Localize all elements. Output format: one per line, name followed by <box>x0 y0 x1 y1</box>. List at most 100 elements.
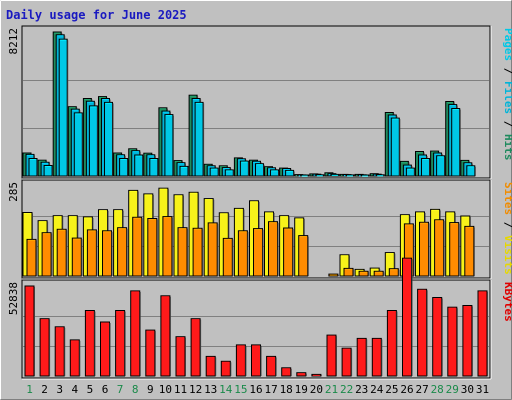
bar-kbytes-kbytes-day-4 <box>69 339 80 377</box>
bar-kbytes-kbytes-day-16 <box>251 344 261 377</box>
bar-hits-files-pages-pages-day-3 <box>58 38 68 177</box>
legend-part: Visits <box>502 235 512 275</box>
bar-visits-sites-sites-day-27 <box>419 221 429 277</box>
bar-visits-sites-sites-day-10 <box>162 216 173 277</box>
bar-kbytes-kbytes-day-10 <box>160 295 171 377</box>
bar-visits-sites-sites-day-19 <box>298 235 309 277</box>
bar-kbytes-kbytes-day-24 <box>371 337 382 377</box>
x-tick-label-day-20: 20 <box>310 383 323 396</box>
bar-hits-files-pages-pages-day-12 <box>194 101 204 177</box>
legend-part: Pages <box>502 28 512 61</box>
x-tick-label-day-12: 12 <box>189 383 202 396</box>
legend-kbytes: KBytes <box>502 282 512 322</box>
y-max-label: 285 <box>7 182 20 202</box>
x-tick-label-day-1: 1 <box>26 383 33 396</box>
bar-kbytes-kbytes-day-13 <box>205 355 216 377</box>
x-tick-label-day-26: 26 <box>400 383 413 396</box>
x-tick-label-day-25: 25 <box>385 383 398 396</box>
bar-kbytes-kbytes-day-2 <box>39 318 50 377</box>
x-tick-label-day-7: 7 <box>117 383 124 396</box>
bar-visits-sites-sites-day-18 <box>283 227 294 277</box>
bar-visits-sites-sites-day-28 <box>434 219 445 277</box>
legend-part: Files <box>502 81 512 114</box>
bar-visits-sites-sites-day-15 <box>237 230 248 277</box>
bar-visits-sites-sites-day-12 <box>192 227 203 277</box>
bar-visits-sites-sites-day-14 <box>222 237 233 277</box>
legend-visits-sites: Sites / Visits <box>502 182 512 275</box>
x-tick-label-day-3: 3 <box>56 383 63 396</box>
x-tick-label-day-30: 30 <box>461 383 474 396</box>
bar-kbytes-kbytes-day-26 <box>402 257 412 377</box>
bar-visits-sites-sites-day-1 <box>26 238 37 277</box>
bar-kbytes-kbytes-day-25 <box>386 310 397 377</box>
x-tick-label-day-9: 9 <box>147 383 154 396</box>
chart-title: Daily usage for June 2025 <box>6 8 187 22</box>
chart-panels: 8212 Pages / Files / Hits 285 Sites / Visit… <box>7 25 512 380</box>
x-tick-label-day-11: 11 <box>174 383 187 396</box>
x-tick-label-day-28: 28 <box>431 383 444 396</box>
panel-kbytes: 52838 KBytes <box>7 257 512 380</box>
x-tick-label-day-31: 31 <box>476 383 489 396</box>
bar-hits-files-pages-pages-day-25 <box>390 117 400 177</box>
x-tick-label-day-5: 5 <box>87 383 94 396</box>
y-max-label: 8212 <box>7 28 20 55</box>
x-tick-label-day-23: 23 <box>355 383 368 396</box>
legend-part: Sites <box>502 182 512 215</box>
panel-hits-files-pages: 8212 Pages / Files / Hits <box>7 25 512 180</box>
bar-kbytes-kbytes-day-27 <box>417 288 428 377</box>
bar-visits-sites-sites-day-6 <box>102 230 112 277</box>
bar-visits-sites-sites-day-2 <box>41 232 52 277</box>
x-tick-label-day-14: 14 <box>219 383 233 396</box>
legend-part: KBytes <box>502 282 512 322</box>
bar-hits-files-pages-pages-day-15 <box>239 160 249 177</box>
bar-visits-sites-sites-day-3 <box>56 228 67 277</box>
x-tick-label-day-13: 13 <box>204 383 217 396</box>
bar-hits-files-pages-pages-day-6 <box>104 101 113 177</box>
bar-kbytes-kbytes-day-28 <box>432 297 443 377</box>
bar-kbytes-kbytes-day-14 <box>220 360 231 377</box>
bar-kbytes-kbytes-day-17 <box>266 355 277 377</box>
bar-hits-files-pages-pages-day-10 <box>164 114 174 177</box>
x-tick-label-day-29: 29 <box>446 383 459 396</box>
bar-visits-sites-sites-day-13 <box>207 222 218 277</box>
x-tick-label-day-24: 24 <box>370 383 384 396</box>
x-axis-day-labels: 1 2 3 4 5 6 7 8 9 10 11 12 13 14 15 16 17 18 19 20 21 22 23 24 2… <box>26 383 489 396</box>
bar-visits-sites-sites-day-16 <box>253 228 263 277</box>
x-tick-label-day-27: 27 <box>415 383 428 396</box>
bar-kbytes-kbytes-day-15 <box>235 344 246 377</box>
y-max-label: 52838 <box>7 282 20 315</box>
bar-kbytes-kbytes-day-7 <box>115 310 126 377</box>
bar-visits-sites-sites-day-5 <box>86 229 97 277</box>
bar-kbytes-kbytes-day-6 <box>100 321 110 377</box>
bar-hits-files-pages-pages-day-5 <box>88 105 98 177</box>
bar-hits-files-pages-pages-day-30 <box>466 165 476 177</box>
x-tick-label-day-10: 10 <box>159 383 172 396</box>
legend-part: / <box>502 114 512 134</box>
x-tick-label-day-18: 18 <box>280 383 293 396</box>
bar-kbytes-kbytes-day-23 <box>356 337 367 377</box>
x-tick-label-day-17: 17 <box>264 383 277 396</box>
legend-hits-files-pages: Pages / Files / Hits <box>502 28 512 161</box>
legend-part: / <box>502 215 512 235</box>
bar-hits-files-pages-pages-day-29 <box>451 108 461 177</box>
panel-visits-sites: 285 Sites / Visits <box>7 179 512 280</box>
bar-hits-files-pages-pages-day-1 <box>28 158 38 177</box>
x-tick-label-day-6: 6 <box>102 383 109 396</box>
bar-hits-files-pages-pages-day-27 <box>421 158 430 177</box>
bar-kbytes-kbytes-day-9 <box>145 329 156 377</box>
x-tick-label-day-16: 16 <box>249 383 262 396</box>
bar-kbytes-kbytes-day-5 <box>84 310 95 377</box>
bar-visits-sites-sites-day-7 <box>117 227 128 277</box>
bar-kbytes-kbytes-day-19 <box>296 372 307 377</box>
bar-visits-sites-sites-day-11 <box>177 227 188 277</box>
legend-part: Hits <box>502 134 512 161</box>
bar-visits-sites-sites-day-17 <box>268 221 278 277</box>
bar-hits-files-pages-pages-day-16 <box>255 163 264 177</box>
bar-visits-sites-sites-day-30 <box>464 225 475 277</box>
bar-kbytes-kbytes-day-11 <box>175 336 186 377</box>
x-tick-label-day-21: 21 <box>325 383 338 396</box>
bar-hits-files-pages-pages-day-28 <box>436 155 446 177</box>
bar-kbytes-kbytes-day-8 <box>130 290 141 377</box>
x-tick-label-day-22: 22 <box>340 383 353 396</box>
